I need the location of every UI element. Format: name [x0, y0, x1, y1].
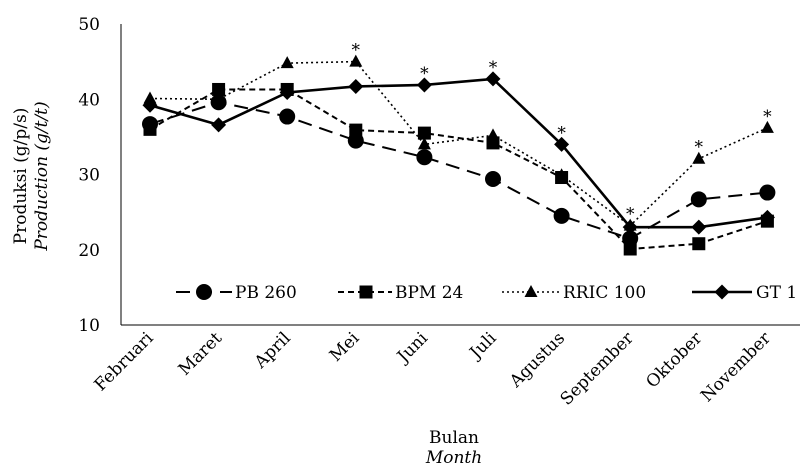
data-point-bpm-24-juni — [417, 126, 431, 140]
data-point-pb-260-agustus — [553, 207, 570, 224]
significance-star: * — [695, 138, 704, 158]
data-point-rric-100-mei — [349, 54, 363, 67]
data-point-gt-1-februari — [142, 97, 158, 113]
axes — [120, 24, 800, 326]
x-axis-title-en: Month — [425, 448, 482, 467]
x-tick-label-februari: Februari — [91, 328, 158, 395]
data-point-pb-260-september — [622, 230, 639, 247]
series-line-rric-100 — [149, 60, 768, 227]
x-tick-label-mei: Mei — [326, 328, 364, 366]
y-tick-label: 40 — [78, 90, 100, 110]
data-point-pb-260-oktober — [690, 191, 707, 208]
series-lines — [149, 60, 768, 251]
legend-marker-rric-100 — [524, 285, 538, 297]
data-point-bpm-24-maret — [212, 82, 226, 96]
significance-star: * — [557, 123, 566, 143]
legend-marker-gt-1 — [714, 284, 730, 300]
legend-label-gt-1: GT 1 — [756, 283, 797, 303]
data-point-gt-1-mei — [348, 78, 364, 94]
x-tick-label-agustus: Agustus — [505, 328, 569, 392]
annotations: * * * * * * * — [352, 41, 773, 225]
data-point-rric-100-november — [760, 120, 774, 133]
y-tick-label: 50 — [78, 15, 100, 35]
y-tick-labels: 10 20 30 40 50 — [78, 15, 100, 336]
x-tick-label-juli: Juli — [465, 328, 501, 364]
significance-star: * — [763, 107, 772, 127]
x-tick-label-september: September — [557, 328, 639, 410]
data-point-rric-100-agustus — [555, 168, 569, 181]
y-tick-label: 20 — [78, 241, 100, 261]
x-tick-label-april: April — [250, 328, 295, 373]
data-point-gt-1-oktober — [691, 219, 707, 235]
legend-marker-bpm-24 — [359, 285, 373, 299]
data-point-pb-260-november — [759, 184, 776, 201]
x-tick-label-oktober: Oktober — [642, 328, 707, 393]
series-line-gt-1 — [149, 77, 768, 229]
x-axis-title: Bulan — [429, 428, 479, 448]
data-point-rric-100-juli — [486, 128, 500, 141]
y-tick-label: 30 — [78, 166, 100, 186]
significance-star: * — [626, 205, 635, 225]
data-point-bpm-24-februari — [143, 122, 157, 136]
legend: PB 260 BPM 24 RRIC 100 GT 1 — [154, 274, 800, 308]
series-markers — [142, 54, 776, 256]
x-tick-label-juni: Juni — [392, 328, 432, 368]
data-point-gt-1-juni — [416, 77, 432, 93]
series-line-bpm-24 — [149, 88, 768, 251]
data-point-rric-100-april — [280, 56, 294, 69]
legend-label-bpm-24: BPM 24 — [395, 283, 463, 303]
significance-star: * — [420, 64, 429, 84]
significance-star: * — [352, 41, 361, 61]
data-point-bpm-24-oktober — [692, 237, 706, 251]
data-point-pb-260-juli — [485, 171, 501, 188]
y-axis-title-en: Production (g/t/t) — [32, 101, 52, 251]
y-axis-title: Produksi (g/p/s) — [11, 108, 31, 245]
x-tick-labels: Februari Maret April Mei Juni Juli AgustusSept… — [91, 328, 776, 410]
data-point-bpm-24-mei — [349, 123, 363, 137]
data-point-gt-1-agustus — [554, 136, 570, 152]
x-tick-label-november: November — [697, 328, 775, 406]
y-tick-label: 10 — [78, 316, 100, 336]
data-point-gt-1-april — [279, 84, 295, 100]
series-line-pb-260 — [149, 101, 768, 240]
data-point-gt-1-maret — [211, 117, 227, 133]
data-point-rric-100-oktober — [692, 151, 706, 164]
legend-marker-pb-260 — [196, 284, 212, 300]
data-point-pb-260-april — [279, 108, 296, 125]
data-point-gt-1-september — [622, 219, 638, 235]
legend-label-rric-100: RRIC 100 — [563, 283, 646, 303]
data-point-gt-1-november — [759, 209, 775, 225]
significance-star: * — [489, 58, 498, 78]
x-tick-label-maret: Maret — [175, 328, 226, 379]
data-point-pb-260-mei — [347, 132, 364, 149]
data-point-bpm-24-september — [623, 242, 637, 256]
data-point-rric-100-februari — [143, 91, 157, 104]
data-point-rric-100-juni — [417, 137, 431, 150]
legend-label-pb-260: PB 260 — [235, 283, 297, 303]
data-point-gt-1-juli — [485, 71, 501, 87]
data-point-rric-100-maret — [212, 92, 226, 105]
data-point-pb-260-juni — [416, 149, 433, 166]
